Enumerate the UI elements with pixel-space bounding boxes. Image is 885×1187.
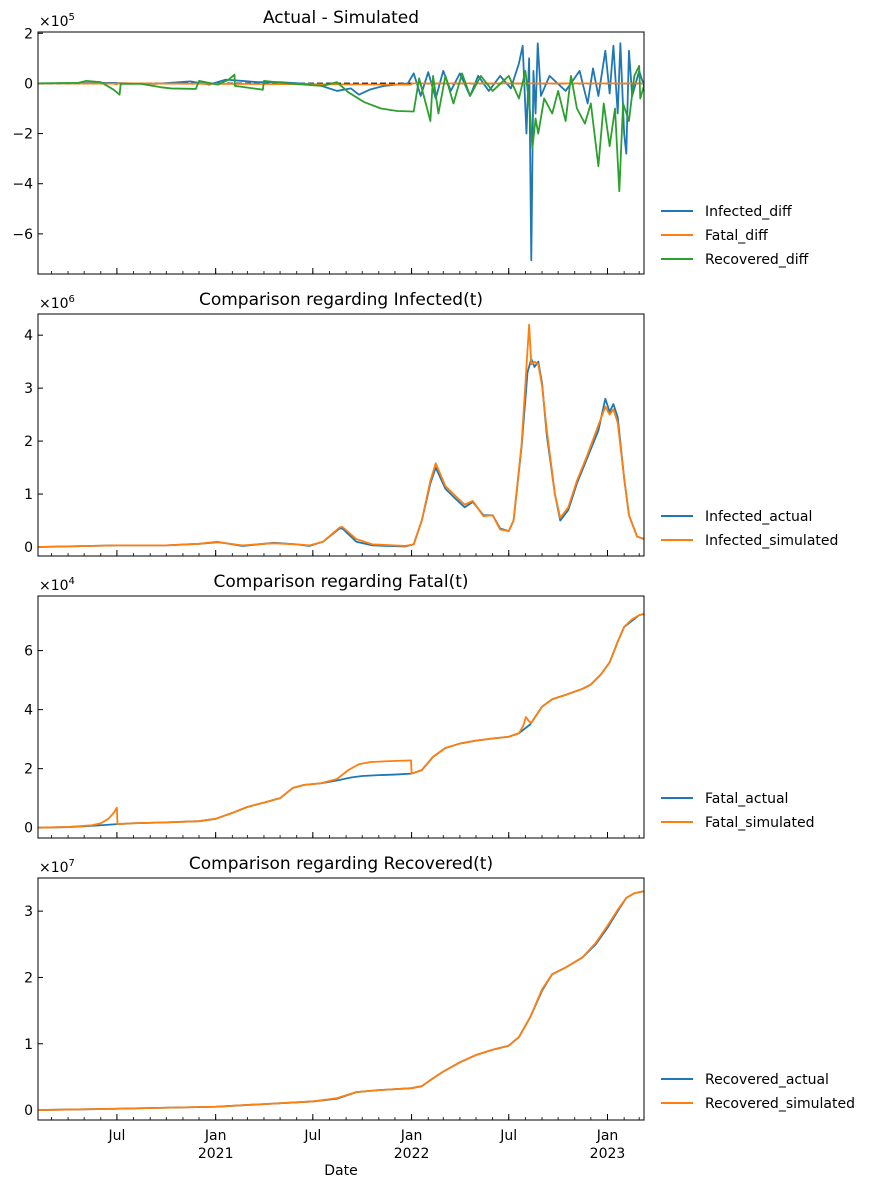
y-tick-label: 0	[24, 76, 33, 92]
legend-label: Recovered_simulated	[705, 1096, 855, 1112]
series-line-infected-actual	[38, 358, 644, 548]
x-tick-label: Jan	[204, 1128, 227, 1144]
y-tick-label: 1	[24, 1037, 33, 1053]
legend: Infected_actual Infected_simulated	[661, 509, 838, 549]
series-line-infected-simulated	[38, 323, 644, 548]
x-tick-year-label: 2021	[198, 1146, 234, 1162]
y-offset-multiplier: ×106	[39, 294, 75, 312]
legend-label: Infected_diff	[705, 204, 792, 220]
y-tick-label: 1	[24, 487, 33, 503]
x-tick-label: Jan	[596, 1128, 619, 1144]
subplot-3: Comparison regarding Fatal(t) ×104 0 2 4 6 Fat…	[24, 572, 814, 839]
subplot-1: Actual - Simulated ×105 2 0 −2 −4 −6 Infected_d…	[12, 8, 809, 275]
series-line-recovered-diff	[38, 64, 644, 193]
series-line-fatal-actual	[38, 612, 644, 829]
y-tick-label: 4	[24, 703, 33, 719]
legend-label: Recovered_diff	[705, 252, 809, 268]
axes-frame	[37, 595, 645, 839]
subplot-title: Comparison regarding Fatal(t)	[213, 572, 468, 592]
axes-frame	[37, 31, 645, 275]
y-tick-label: 2	[24, 26, 33, 42]
y-tick-label: 3	[24, 904, 33, 920]
x-tick-label: Jul	[107, 1128, 125, 1144]
series-line-recovered-simulated	[38, 890, 644, 1111]
series-line-fatal-simulated	[38, 612, 644, 829]
y-tick-label: 2	[24, 762, 33, 778]
legend-label: Fatal_actual	[705, 791, 788, 807]
legend-label: Infected_actual	[705, 509, 812, 525]
axes-frame	[37, 877, 645, 1121]
series-line-infected-diff	[38, 42, 644, 262]
x-axis-label: Date	[324, 1163, 357, 1179]
subplot-title: Comparison regarding Recovered(t)	[189, 854, 493, 874]
y-tick-label: 6	[24, 644, 33, 660]
y-offset-multiplier: ×104	[39, 576, 75, 594]
y-tick-label: 2	[24, 434, 33, 450]
x-tick-year-label: 2022	[394, 1146, 430, 1162]
subplot-4: Comparison regarding Recovered(t) ×107 0 1 2…	[24, 854, 855, 1121]
series-line-recovered-actual	[38, 890, 644, 1111]
y-tick-label: 4	[24, 328, 33, 344]
y-offset-multiplier: ×105	[39, 12, 75, 30]
legend-label: Fatal_diff	[705, 228, 768, 244]
subplot-2: Comparison regarding Infected(t) ×106 0 1 2 3…	[24, 290, 838, 557]
subplot-title: Comparison regarding Infected(t)	[199, 290, 483, 310]
y-offset-multiplier: ×107	[39, 858, 75, 876]
legend: Infected_diff Fatal_diff Recovered_diff	[661, 204, 809, 268]
legend-label: Fatal_simulated	[705, 815, 814, 831]
y-tick-label: 0	[24, 540, 33, 556]
y-tick-label: 0	[24, 1103, 33, 1119]
legend: Recovered_actual Recovered_simulated	[661, 1072, 855, 1112]
legend: Fatal_actual Fatal_simulated	[661, 791, 814, 831]
y-tick-label: −6	[12, 227, 33, 243]
legend-label: Recovered_actual	[705, 1072, 829, 1088]
x-tick-label: Jul	[303, 1128, 321, 1144]
y-tick-label: 0	[24, 821, 33, 837]
x-tick-label: Jan	[400, 1128, 423, 1144]
x-tick-year-label: 2023	[590, 1146, 626, 1162]
y-tick-label: 2	[24, 970, 33, 986]
y-tick-label: 3	[24, 381, 33, 397]
y-tick-label: −2	[12, 127, 33, 143]
subplot-title: Actual - Simulated	[263, 8, 419, 28]
x-tick-label: Jul	[499, 1128, 517, 1144]
y-tick-label: −4	[12, 177, 33, 193]
legend-label: Infected_simulated	[705, 533, 838, 549]
axes-frame	[37, 313, 645, 557]
